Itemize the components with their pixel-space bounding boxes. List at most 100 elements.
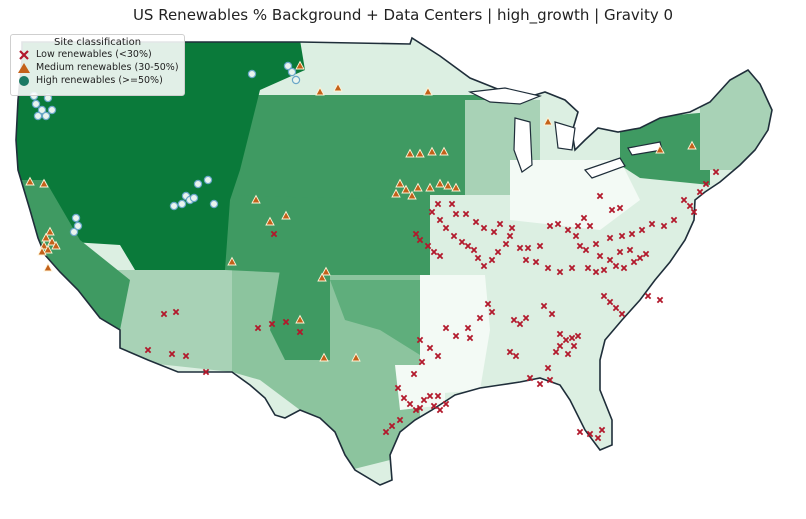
low-renewables-marker <box>702 180 710 188</box>
low-renewables-marker <box>596 252 604 260</box>
medium-renewables-marker <box>47 236 57 246</box>
low-renewables-marker <box>416 336 424 344</box>
low-renewables-marker <box>502 240 510 248</box>
medium-renewables-marker <box>43 262 53 272</box>
low-renewables-marker <box>296 328 304 336</box>
low-renewables-marker <box>424 242 432 250</box>
low-renewables-marker <box>554 220 562 228</box>
region-new-england <box>700 65 772 170</box>
low-renewables-marker <box>568 334 576 342</box>
low-renewables-marker <box>620 264 628 272</box>
low-renewables-marker <box>434 392 442 400</box>
low-renewables-marker <box>396 416 404 424</box>
low-renewables-marker <box>556 268 564 276</box>
low-renewables-marker <box>434 200 442 208</box>
high-renewables-marker <box>283 61 293 71</box>
low-renewables-marker <box>638 226 646 234</box>
low-renewables-marker <box>606 234 614 242</box>
low-renewables-marker <box>490 228 498 236</box>
low-renewables-marker <box>582 246 590 254</box>
high-renewables-marker <box>33 111 43 121</box>
low-renewables-marker <box>544 364 552 372</box>
low-renewables-marker <box>636 254 644 262</box>
medium-renewables-marker <box>439 146 449 156</box>
low-renewables-marker <box>430 402 438 410</box>
low-renewables-marker <box>426 344 434 352</box>
medium-renewables-marker <box>395 178 405 188</box>
low-renewables-marker <box>452 210 460 218</box>
region-ohio-valley <box>510 160 640 230</box>
low-renewables-marker <box>436 252 444 260</box>
region-upper-midwest <box>205 95 500 200</box>
legend-label-high: High renewables (>=50%) <box>36 75 163 86</box>
low-renewables-marker <box>580 214 588 222</box>
lake-huron <box>554 121 576 151</box>
low-renewables-marker <box>270 230 278 238</box>
low-renewables-marker <box>600 266 608 274</box>
low-renewables-marker <box>608 206 616 214</box>
low-renewables-marker <box>462 210 470 218</box>
low-renewables-marker <box>592 240 600 248</box>
data-center-markers <box>25 60 720 442</box>
low-renewables-marker <box>160 310 168 318</box>
medium-renewables-marker <box>415 148 425 158</box>
low-renewables-marker <box>506 232 514 240</box>
low-renewables-marker <box>568 264 576 272</box>
low-renewables-marker <box>428 208 436 216</box>
low-renewables-marker <box>630 258 638 266</box>
low-renewables-marker <box>406 400 414 408</box>
low-renewables-marker <box>448 200 456 208</box>
medium-renewables-marker <box>39 178 49 188</box>
low-renewables-marker <box>182 352 190 360</box>
low-renewables-marker <box>476 314 484 322</box>
high-renewables-marker <box>31 99 41 109</box>
region-southeast <box>520 300 610 390</box>
region-california <box>16 180 130 330</box>
low-renewables-marker <box>426 392 434 400</box>
low-renewables-marker <box>618 310 626 318</box>
low-renewables-marker <box>516 320 524 328</box>
low-renewables-marker <box>546 222 554 230</box>
low-renewables-marker <box>508 224 516 232</box>
low-renewables-marker <box>484 300 492 308</box>
lake-erie <box>583 157 626 179</box>
medium-renewables-marker <box>43 244 53 254</box>
low-renewables-marker <box>618 232 626 240</box>
great-lakes <box>467 87 663 179</box>
high-renewables-marker <box>287 67 297 77</box>
legend-item-medium: Medium renewables (30-50%) <box>11 61 184 74</box>
low-renewables-marker <box>472 218 480 226</box>
low-renewables-marker <box>474 254 482 262</box>
low-renewables-marker <box>596 192 604 200</box>
low-renewables-marker <box>382 428 390 436</box>
high-renewables-marker <box>247 69 257 79</box>
low-renewables-marker <box>532 258 540 266</box>
low-renewables-marker <box>524 244 532 252</box>
low-renewables-marker <box>470 246 478 254</box>
region-louisiana <box>395 365 445 410</box>
low-renewables-marker <box>572 232 580 240</box>
region-northwest <box>16 40 305 270</box>
low-renewables-marker <box>586 222 594 230</box>
legend-item-high: High renewables (>=50%) <box>11 74 184 87</box>
medium-renewables-marker <box>295 314 305 324</box>
low-renewables-marker <box>600 292 608 300</box>
low-renewables-marker <box>388 422 396 430</box>
low-renewables-marker <box>464 242 472 250</box>
low-renewables-marker <box>412 406 420 414</box>
legend: Site classification Low renewables (<30%… <box>10 34 185 96</box>
low-renewables-marker <box>626 246 634 254</box>
low-renewables-marker <box>418 358 426 366</box>
triangle-marker-icon <box>18 62 30 73</box>
low-renewables-marker <box>616 248 624 256</box>
low-renewables-marker <box>494 248 502 256</box>
medium-renewables-marker <box>265 216 275 226</box>
medium-renewables-marker <box>295 60 305 70</box>
low-renewables-marker <box>144 346 152 354</box>
high-renewables-marker <box>291 75 301 85</box>
low-renewables-marker <box>458 238 466 246</box>
low-renewables-marker <box>584 264 592 272</box>
region-central-plains <box>225 195 430 275</box>
low-renewables-marker <box>516 244 524 252</box>
